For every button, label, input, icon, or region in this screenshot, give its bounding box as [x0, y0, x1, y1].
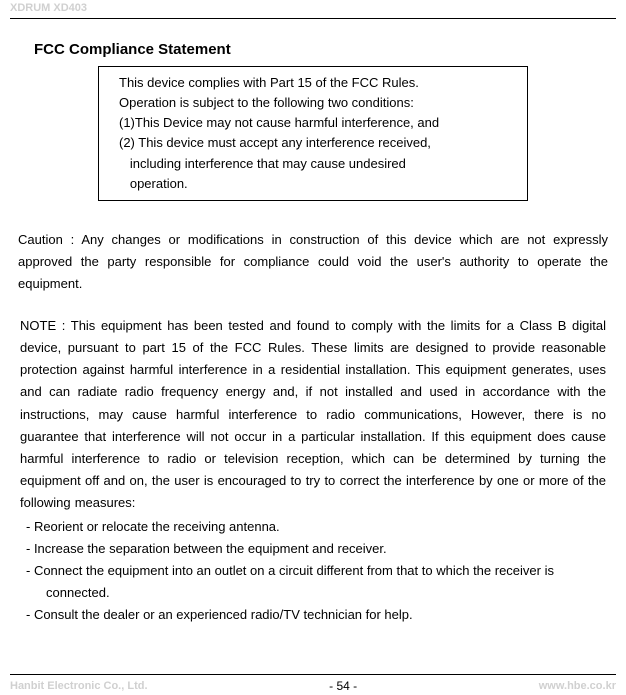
content-area: FCC Compliance Statement This device com… — [0, 19, 626, 626]
measure-3a: - Connect the equipment into an outlet o… — [26, 560, 608, 582]
header-product: XDRUM XD403 — [0, 0, 626, 14]
caution-paragraph: Caution : Any changes or modifications i… — [18, 229, 608, 295]
measure-4: - Consult the dealer or an experienced r… — [26, 604, 608, 626]
compliance-line-3: (1)This Device may not cause harmful int… — [119, 113, 513, 133]
footer-rule — [10, 674, 616, 675]
note-paragraph: NOTE : This equipment has been tested an… — [18, 315, 608, 514]
measures-list: - Reorient or relocate the receiving ant… — [18, 516, 608, 626]
footer-url: www.hbe.co.kr — [539, 680, 616, 692]
compliance-line-2: Operation is subject to the following tw… — [119, 93, 513, 113]
footer-row: Hanbit Electronic Co., Ltd. - 54 - www.h… — [10, 679, 616, 693]
compliance-line-5: including interference that may cause un… — [119, 154, 513, 174]
page-title: FCC Compliance Statement — [34, 41, 608, 58]
compliance-box: This device complies with Part 15 of the… — [98, 66, 528, 201]
compliance-line-6: operation. — [119, 174, 513, 194]
compliance-line-1: This device complies with Part 15 of the… — [119, 73, 513, 93]
compliance-line-4: (2) This device must accept any interfer… — [119, 133, 513, 153]
footer: Hanbit Electronic Co., Ltd. - 54 - www.h… — [0, 674, 626, 695]
footer-company: Hanbit Electronic Co., Ltd. — [10, 680, 148, 692]
measure-3b: connected. — [26, 582, 608, 604]
footer-page-number: - 54 - — [329, 679, 357, 693]
measure-1: - Reorient or relocate the receiving ant… — [26, 516, 608, 538]
measure-2: - Increase the separation between the eq… — [26, 538, 608, 560]
